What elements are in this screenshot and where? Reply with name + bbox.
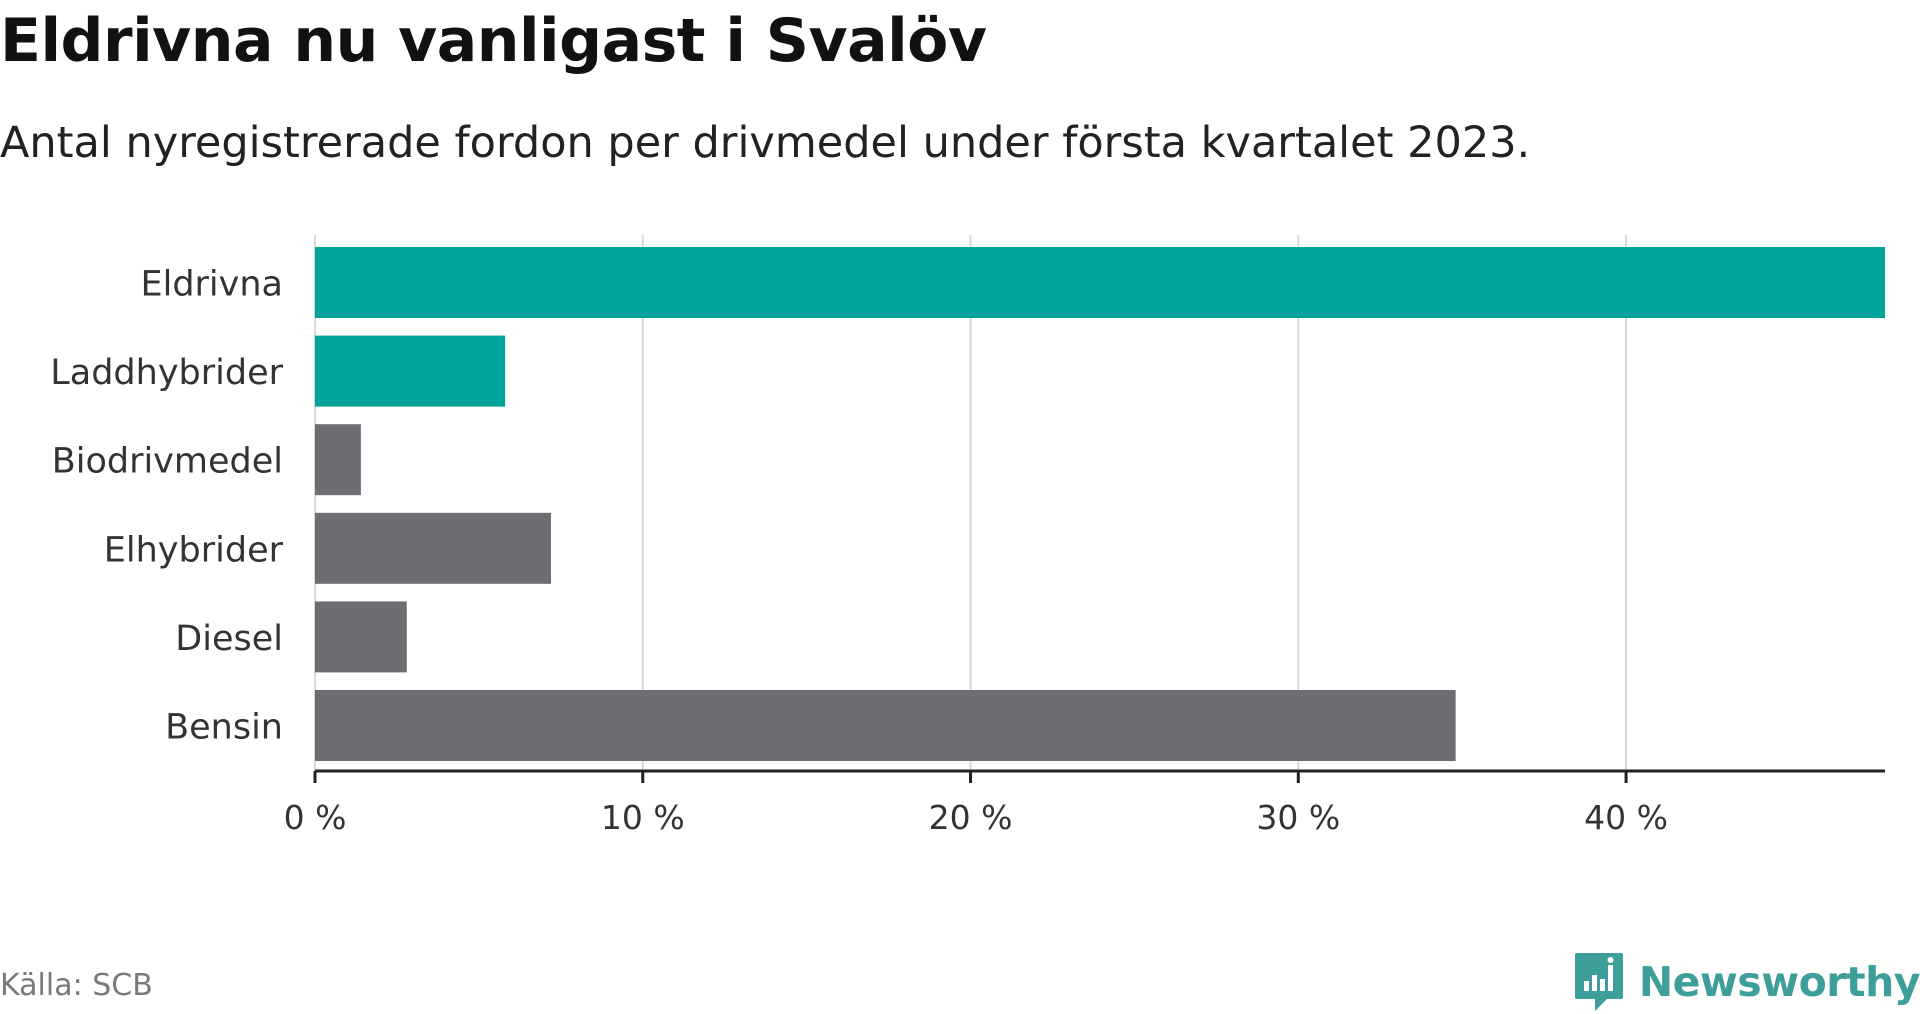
brand-name: Newsworthy: [1638, 958, 1920, 1006]
x-tick-labels: 0 % 10 % 20 % 30 % 40 %: [284, 798, 1668, 837]
category-label-eldrivna: Eldrivna: [140, 265, 283, 305]
x-tick-label-30: 30 %: [1256, 798, 1340, 837]
newsworthy-logo: Newsworthy: [1573, 950, 1920, 1014]
bar-diesel: [315, 601, 407, 673]
gridlines: [314, 235, 1628, 771]
bars: [315, 247, 1885, 761]
bar-elhybrider: [315, 512, 551, 584]
category-labels: Eldrivna Laddhybrider Biodrivmedel Elhybrid…: [50, 265, 283, 748]
x-tick-label-20: 20 %: [929, 798, 1013, 837]
category-label-biodrivmedel: Biodrivmedel: [52, 442, 283, 482]
bar-chart: Eldrivna Laddhybrider Biodrivmedel Elhybrid…: [50, 235, 1885, 837]
x-tick-label-10: 10 %: [601, 798, 685, 837]
bar-eldrivna: [315, 247, 1885, 318]
bar-biodrivmedel: [315, 424, 361, 496]
newsworthy-logo-icon: [1574, 953, 1623, 1011]
category-label-elhybrider: Elhybrider: [104, 530, 284, 570]
bar-bensin: [315, 690, 1456, 761]
category-label-diesel: Diesel: [175, 619, 283, 659]
category-label-laddhybrider: Laddhybrider: [50, 353, 283, 393]
x-tick-label-0: 0 %: [284, 798, 347, 837]
source-note: Källa: SCB: [0, 968, 153, 1003]
bar-laddhybrider: [315, 335, 506, 407]
x-axis: [313, 769, 1885, 783]
x-tick-label-40: 40 %: [1584, 798, 1668, 837]
chart-subtitle: Antal nyregistrerade fordon per drivmede…: [0, 118, 1531, 168]
chart-title: Eldrivna nu vanligast i Svalöv: [0, 6, 987, 76]
category-label-bensin: Bensin: [165, 708, 283, 748]
